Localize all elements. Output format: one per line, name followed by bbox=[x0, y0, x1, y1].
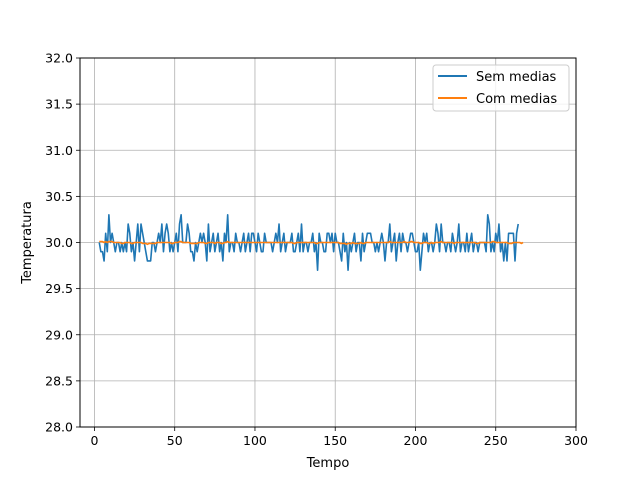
axis-ticks: 0 50 100 150 200 250 300 28.0 28.5 29.0 29.5 30.0 30… bbox=[45, 51, 588, 449]
x-tick-label: 200 bbox=[404, 433, 428, 448]
x-axis-label: Tempo bbox=[306, 456, 350, 471]
series-layer bbox=[98, 214, 524, 271]
y-tick-label: 28.5 bbox=[45, 373, 73, 388]
x-tick-label: 0 bbox=[90, 433, 98, 448]
x-tick-label: 300 bbox=[564, 433, 588, 448]
y-axis-label: Temperatura bbox=[20, 201, 35, 285]
y-tick-label: 30.5 bbox=[45, 189, 73, 204]
x-tick-label: 100 bbox=[243, 433, 267, 448]
y-tick-label: 30.0 bbox=[45, 235, 73, 250]
y-tick-label: 29.5 bbox=[45, 281, 73, 296]
legend: Sem medias Com medias bbox=[432, 64, 570, 112]
series-line-com-medias bbox=[99, 240, 524, 246]
y-tick-label: 29.0 bbox=[45, 327, 73, 342]
legend-label-sem-medias: Sem medias bbox=[476, 70, 557, 85]
x-tick-label: 50 bbox=[167, 433, 183, 448]
y-tick-label: 31.5 bbox=[45, 97, 73, 112]
x-tick-label: 250 bbox=[484, 433, 508, 448]
y-tick-label: 32.0 bbox=[45, 51, 73, 66]
y-tick-label: 28.0 bbox=[45, 420, 73, 435]
x-tick-label: 150 bbox=[323, 433, 347, 448]
y-tick-label: 31.0 bbox=[45, 143, 73, 158]
legend-label-com-medias: Com medias bbox=[476, 92, 557, 107]
